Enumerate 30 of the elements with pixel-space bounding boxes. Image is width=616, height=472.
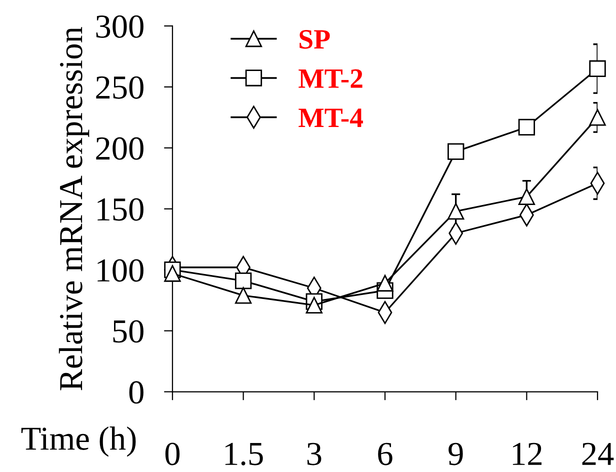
x-axis-title: Time (h) xyxy=(21,426,136,457)
point xyxy=(306,296,322,314)
x-tick-label: 1.5 xyxy=(225,442,263,466)
x-tick-label: 12 xyxy=(512,442,542,465)
point xyxy=(589,109,606,126)
point xyxy=(164,265,181,282)
point xyxy=(448,143,464,160)
legend-label: MT-4 xyxy=(298,108,363,127)
y-tick-label: 50 xyxy=(113,320,144,343)
point xyxy=(518,188,536,205)
point xyxy=(234,272,252,290)
x-tick-label: 24 xyxy=(582,442,614,465)
x-tick-label: 3 xyxy=(307,442,322,466)
y-axis-title: Relative mRNA expression xyxy=(58,26,90,390)
point xyxy=(448,202,464,220)
y-tick-label: 300 xyxy=(96,15,144,38)
point xyxy=(376,274,394,292)
y-tick-label: 0 xyxy=(129,381,144,404)
x-tick-label: 0 xyxy=(165,442,180,466)
point xyxy=(518,118,536,136)
y-tick-label: 250 xyxy=(96,76,144,99)
x-tick-label: 9 xyxy=(448,442,463,466)
point xyxy=(589,60,606,77)
y-tick-label: 200 xyxy=(96,137,144,160)
y-tick-label: 150 xyxy=(98,198,144,221)
x-tick-label: 6 xyxy=(378,442,392,466)
legend-label: MT-2 xyxy=(298,69,362,88)
point xyxy=(234,287,252,304)
y-tick-label: 100 xyxy=(98,259,144,282)
legend-label: SP xyxy=(300,30,330,49)
